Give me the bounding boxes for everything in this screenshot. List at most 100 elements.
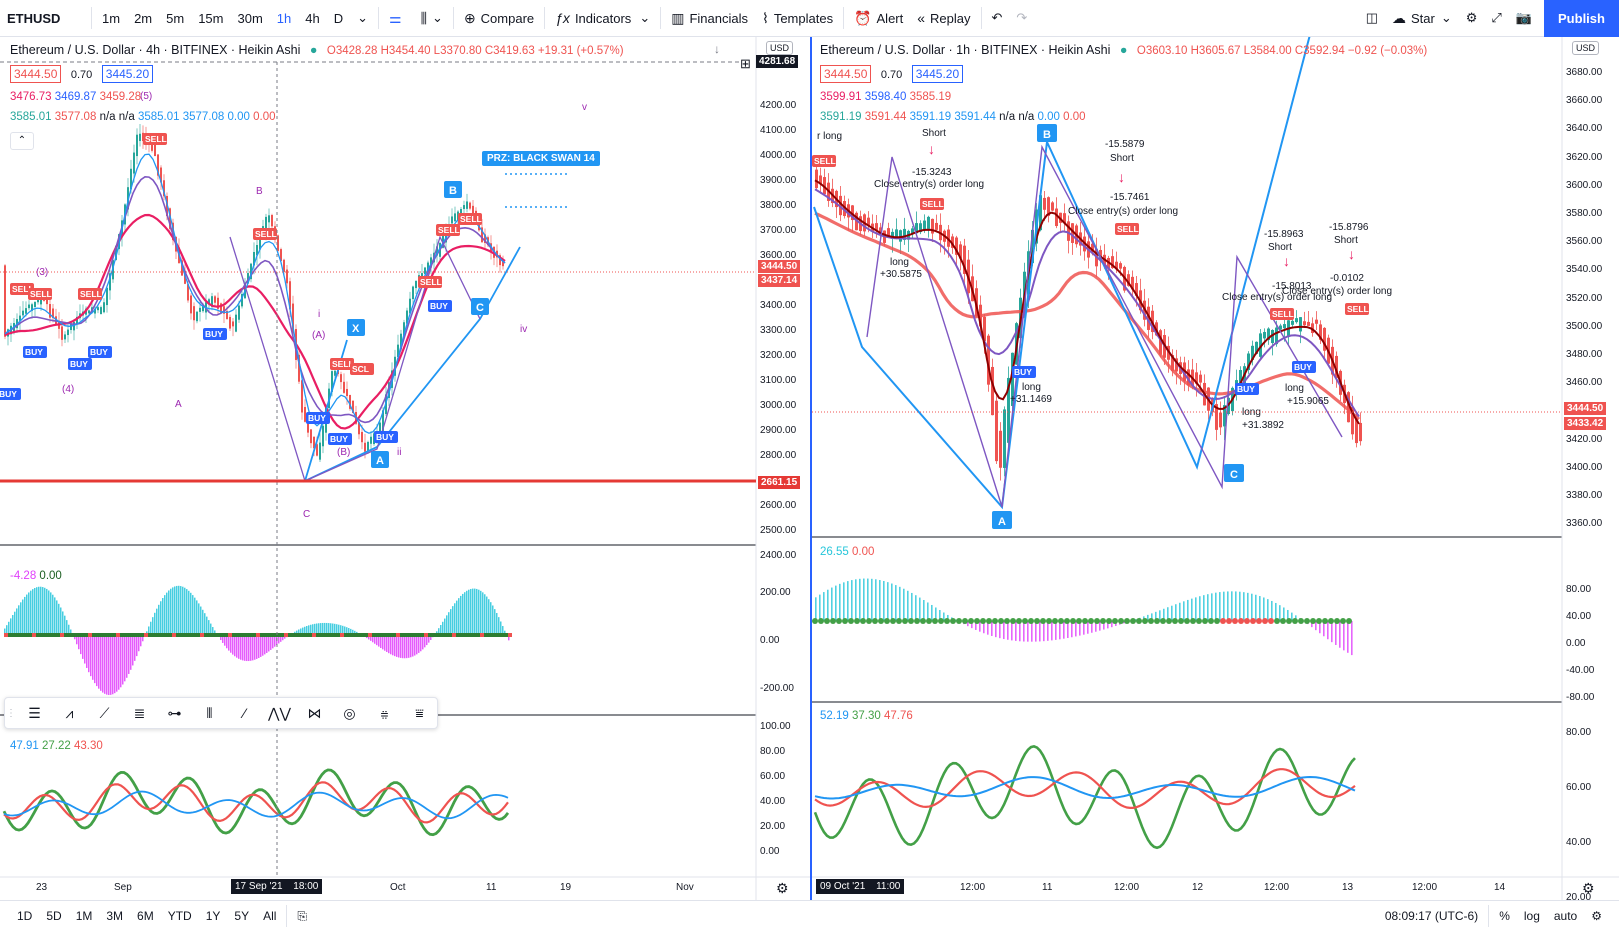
range-1d[interactable]: 1D (17, 909, 33, 923)
right-ohlc: O3603.10 H3605.67 L3584.00 C3592.94 −0.9… (1136, 45, 1428, 57)
candle-body (34, 301, 36, 308)
buy-signal (23, 346, 47, 358)
right-time-axis[interactable]: 12:00 11 12:00 12 12:00 13 12:00 14 (812, 877, 1562, 900)
channel-tool[interactable]: ≣ (122, 698, 157, 728)
osc-bar (240, 635, 242, 660)
left-axis-settings[interactable]: ⚙ (776, 880, 789, 897)
star-button[interactable]: ☁ Star ⌄ (1392, 9, 1452, 26)
bar-style-button[interactable]: ⚌ (382, 0, 414, 37)
templates-button[interactable]: ⌇ Templates (761, 9, 834, 26)
currency-select[interactable]: USD (766, 41, 794, 55)
auto-toggle[interactable]: auto (1553, 909, 1578, 923)
range-1y[interactable]: 1Y (205, 909, 221, 923)
left-time-axis[interactable]: 23 Sep Oct 11 19 Nov (0, 877, 756, 900)
right-bid[interactable]: 3444.50 (820, 65, 872, 83)
log-toggle[interactable]: log (1523, 909, 1540, 923)
range-1m[interactable]: 1M (75, 909, 93, 923)
buy-signal (1292, 361, 1316, 373)
osc-bar (300, 628, 302, 635)
fullscreen-button[interactable]: ⤢ (1484, 0, 1508, 37)
osc-bar (1235, 591, 1237, 621)
interval-15m[interactable]: 15m (198, 10, 224, 26)
fib-retracement-tool[interactable]: ⩷ (367, 698, 402, 728)
percent-toggle[interactable]: % (1499, 909, 1510, 923)
layout-button[interactable]: ◫ (1359, 0, 1385, 37)
candle-body (430, 257, 432, 268)
left-chart-title[interactable]: Ethereum / U.S. Dollar · 4h · BITFINEX ·… (10, 43, 624, 57)
time-time: 11:00 (876, 881, 901, 892)
osc-dot (944, 618, 950, 624)
drag-handle[interactable]: ⋮ (6, 707, 16, 719)
fib-extension-tool[interactable]: ⩸ (402, 698, 437, 728)
snapshot-button[interactable]: 📷 (1509, 0, 1539, 37)
right-ask[interactable]: 3445.20 (911, 65, 964, 83)
left-price-axis[interactable]: 4200.00 4100.00 4000.00 3900.00 3800.00 3700.… (756, 37, 810, 900)
symbol-search[interactable]: ETHUSD (7, 10, 61, 26)
interval-d[interactable]: D (333, 10, 344, 26)
interval-dropdown[interactable]: ⌄ (357, 10, 369, 25)
scale-settings-button[interactable]: ⚙ (1584, 909, 1609, 923)
pattern-tool[interactable]: ⩘ (52, 698, 87, 728)
publish-button[interactable]: Publish (1544, 0, 1619, 37)
buy-signal (328, 433, 352, 445)
collapse-legend-button[interactable]: ⌃ (10, 132, 34, 150)
candle-body (253, 251, 255, 266)
goto-date-button[interactable]: ⎘ (290, 909, 314, 924)
candle-body (424, 267, 426, 275)
left-bid[interactable]: 3444.50 (10, 65, 62, 83)
alert-button[interactable]: ⏰ Alert (854, 9, 904, 26)
right-axis-settings[interactable]: ⚙ (1582, 880, 1595, 897)
xabcd-tool[interactable]: ⋈ (297, 698, 332, 728)
settings-button[interactable]: ⚙ (1459, 0, 1485, 37)
replay-button[interactable]: «Replay (917, 10, 971, 26)
range-all[interactable]: All (263, 909, 277, 923)
menu-lines-icon: ☰ (28, 704, 41, 721)
vlines-tool[interactable]: ⫴ (192, 698, 227, 728)
signal-label: SELL (814, 156, 836, 166)
chart-type-button[interactable]: ⫼ ⌄ (420, 9, 443, 26)
currency-select[interactable]: USD (1572, 41, 1600, 55)
interval-1m[interactable]: 1m (102, 10, 121, 26)
right-chart-title[interactable]: Ethereum / U.S. Dollar · 1h · BITFINEX ·… (820, 43, 1427, 57)
left-maximize-button[interactable]: ⊞ (740, 56, 751, 72)
candle-body (1007, 377, 1010, 443)
interval-1h[interactable]: 1h (276, 10, 292, 26)
osc-bar (1347, 621, 1349, 653)
right-price-axis[interactable]: 3680.00 3660.00 3640.00 3620.00 3600.00 3580.… (1562, 37, 1619, 537)
clock[interactable]: 08:09:17 (UTC-6) (1384, 909, 1479, 923)
range-3m[interactable]: 3M (106, 909, 124, 923)
hline-tool[interactable]: ⊶ (157, 698, 192, 728)
compare-button[interactable]: ⊕ Compare (463, 9, 535, 26)
chart-divider[interactable] (810, 37, 812, 900)
interval-5m[interactable]: 5m (166, 10, 185, 26)
trade-annotation: Close entry(s) order long (1282, 286, 1392, 297)
left-goto-button[interactable]: ↓ (714, 42, 720, 56)
range-ytd[interactable]: YTD (167, 909, 192, 923)
range-5y[interactable]: 5Y (234, 909, 250, 923)
candle-body (1003, 409, 1006, 468)
osc-bar (440, 625, 442, 635)
trendline-tool[interactable]: ⟋ (87, 698, 122, 728)
redo-button[interactable]: ↷ (1009, 0, 1034, 37)
candle-body (319, 442, 321, 460)
indicators-button[interactable]: ƒx Indicators ⌄ (555, 10, 651, 26)
interval-30m[interactable]: 30m (237, 10, 263, 26)
range-5d[interactable]: 5D (46, 909, 62, 923)
separator (286, 905, 288, 927)
hlines-tool[interactable]: ☰ (17, 698, 52, 728)
interval-4h[interactable]: 4h (305, 10, 320, 26)
ray-tool[interactable]: ⁄ (227, 698, 262, 728)
prz-label[interactable]: PRZ: BLACK SWAN 14 (482, 151, 600, 166)
elliott-tool[interactable]: ⋀⋁ (262, 698, 297, 728)
fib-tool[interactable]: ◎ (332, 698, 367, 728)
undo-button[interactable]: ↶ (985, 0, 1010, 37)
left-ask[interactable]: 3445.20 (101, 65, 154, 83)
osc-dot (920, 618, 926, 624)
candle-body (1195, 372, 1198, 384)
interval-2m[interactable]: 2m (134, 10, 153, 26)
osc-dot (980, 618, 986, 624)
range-6m[interactable]: 6M (137, 909, 154, 923)
financials-button[interactable]: ▥ Financials (671, 9, 748, 26)
